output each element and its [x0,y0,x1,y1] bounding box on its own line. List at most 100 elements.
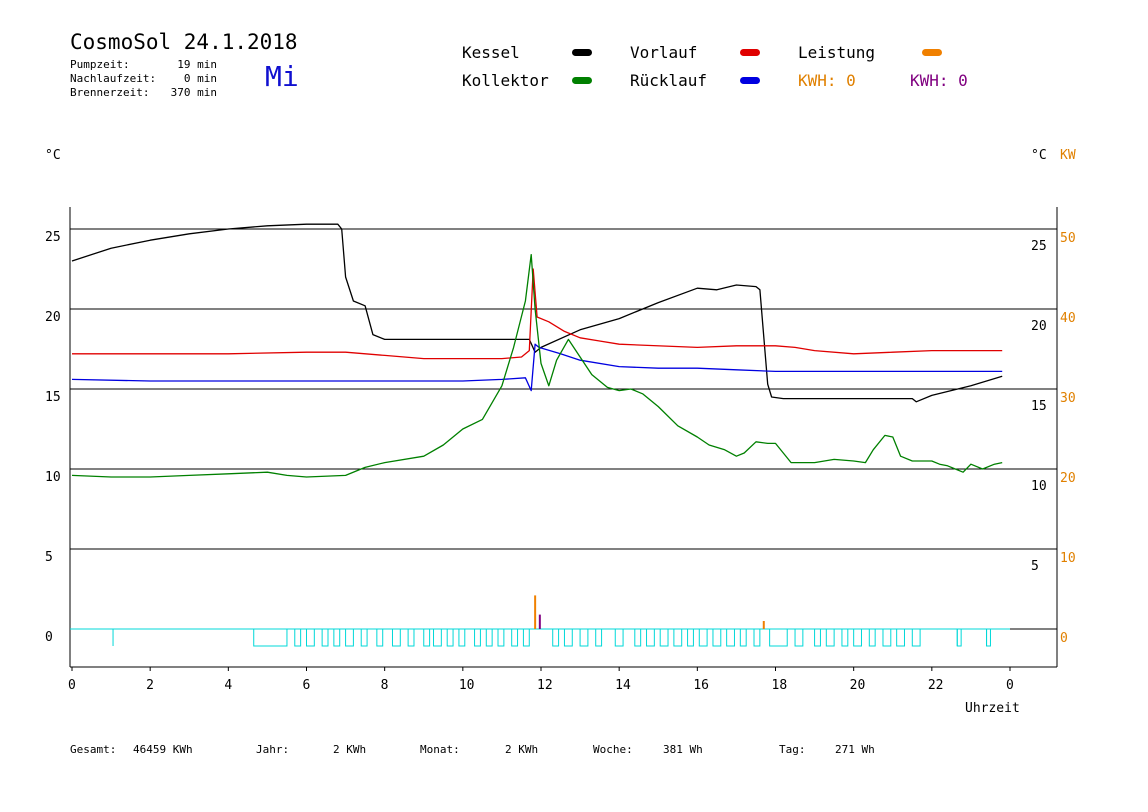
legend-leistung-label: Leistung [798,43,876,62]
pump-pulse [659,628,669,647]
pump-pulse [423,628,431,647]
y-tick-label-right-c: 15 [1031,399,1047,414]
pump-pulse [769,628,788,647]
legend-leistung-swatch [922,49,942,56]
pump-pulse [552,628,560,647]
pump-pulse [407,628,415,647]
pump-pulse [986,628,991,647]
pump-pulse [825,628,835,647]
x-tick-label: 0 [68,678,76,693]
footer-monat-label: Monat: [420,743,460,756]
x-tick-label: 6 [303,678,311,693]
pump-pulse [376,628,384,647]
pump-pulse [511,628,519,647]
stat-label: Brennerzeit: [70,86,150,99]
stat-label: Pumpzeit: [70,58,130,71]
pump-pulse [646,628,655,647]
footer-gesamt-value: 46459 KWh [133,743,193,756]
y-tick-label-right-kw: 20 [1060,471,1076,486]
y-tick-label-left: 10 [45,470,61,485]
pump-pulse [896,628,905,647]
y-tick-label-left: 15 [45,390,61,405]
stat-value: 0 min [183,72,217,85]
y-tick-label-right-kw: 0 [1060,631,1068,646]
footer-gesamt-label: Gesamt: [70,743,117,756]
y-tick-label-left: 0 [45,630,53,645]
legend-kwh-orange: KWH: 0 [798,71,856,90]
pump-pulse [794,628,804,647]
pump-pulse [687,628,694,647]
x-tick-label: 8 [381,678,389,693]
pump-pulse [726,628,735,647]
footer-monat-value: 2 KWh [505,743,539,756]
pump-pulse [485,628,493,647]
y-tick-label-right-c: 10 [1031,479,1047,494]
footer-woche-value: 381 Wh [663,743,703,756]
y-tick-label-left: 25 [45,230,61,245]
series-line-kollektor [71,253,1003,478]
y-tick-label-right-c: 5 [1031,559,1039,574]
pump-pulse [563,628,573,647]
pump-pulse [882,628,892,647]
pump-pulse [634,628,642,647]
footer-jahr-label: Jahr: [256,743,290,756]
pump-pulse [579,628,589,647]
y-tick-label-left: 5 [45,550,53,565]
footer-tag-label: Tag: [779,743,806,756]
x-tick-label: 20 [850,678,866,693]
x-tick-label: 14 [615,678,631,693]
legend-kessel-swatch [572,49,592,56]
y-tick-label-right-kw: 30 [1060,391,1076,406]
pump-pulse [739,628,747,647]
x-tick-label: 16 [693,678,709,693]
x-tick-label: 2 [146,678,154,693]
pump-pulse [956,628,962,647]
pump-pulse [614,628,624,647]
y-tick-label-right-c: 20 [1031,319,1047,334]
y-tick-label-right-kw: 50 [1060,231,1076,246]
pump-pulse [458,628,466,647]
pump-pulse [306,628,315,647]
stat-value: 19 min [177,58,217,71]
pump-pulse [474,628,481,647]
pump-pulse [814,628,821,647]
legend-kessel-label: Kessel [462,43,520,62]
pump-pulse [433,628,442,647]
legend-ruecklauf-swatch [740,77,760,84]
series-line-vorlauf [72,268,1003,360]
footer-jahr-value: 2 KWh [333,743,367,756]
pump-pulse [868,628,876,647]
legend-ruecklauf-label: Rücklauf [630,71,708,90]
pump-pulse [753,628,761,647]
right-axis-unit-kw: KW [1060,148,1076,163]
footer-woche-label: Woche: [593,743,633,756]
legend-kollektor-label: Kollektor [462,71,549,90]
pump-pulse [321,628,329,647]
pump-pulse [595,628,603,647]
y-tick-label-right-c: 25 [1031,239,1047,254]
x-tick-label: 18 [772,678,788,693]
pump-pulse [698,628,708,647]
pump-pulse [853,628,862,647]
weekday-label: Mi [265,60,299,93]
pump-pulse [712,628,722,647]
legend-kollektor-swatch [572,77,592,84]
footer-tag-value: 271 Wh [835,743,875,756]
pump-pulse [360,628,368,647]
right-axis-unit-c: °C [1031,148,1047,163]
pump-pulse [497,628,505,647]
x-axis-label: Uhrzeit [965,701,1020,716]
pump-pulse [841,628,849,647]
x-tick-label: 22 [928,678,944,693]
pump-pulse [522,628,530,647]
pump-pulse [253,628,288,647]
stat-label: Nachlaufzeit: [70,72,157,85]
pump-pulse [345,628,354,647]
legend-kwh-purple: KWH: 0 [910,71,968,90]
legend-vorlauf-swatch [740,49,760,56]
legend-vorlauf-label: Vorlauf [630,43,698,62]
stat-value: 370 min [170,86,217,99]
left-axis-unit: °C [45,148,61,163]
pump-pulse [446,628,454,647]
